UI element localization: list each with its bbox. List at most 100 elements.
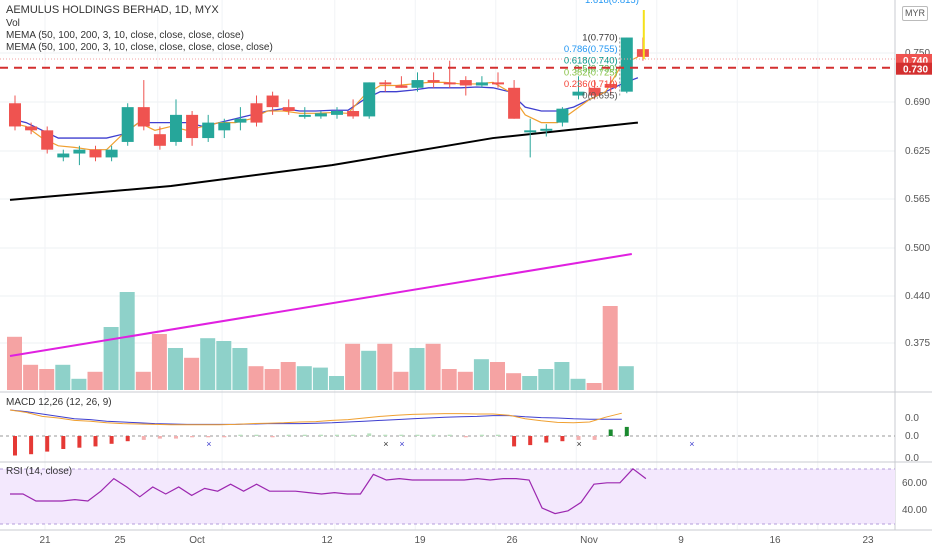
volume-bar [23,364,39,390]
rsi-tick-label: 60.00 [902,478,927,489]
macd-histogram-bar [270,436,275,438]
macd-histogram-bar [544,436,549,443]
candle-body [105,149,118,158]
volume-bar [184,357,200,390]
macd-histogram-bar [238,434,243,436]
macd-histogram-bar [447,434,452,436]
candle-body [588,87,601,96]
macd-histogram-bar [61,436,66,449]
volume-bar [39,369,55,390]
candle-body [41,130,54,150]
macd-histogram-bar [367,433,372,436]
currency-badge[interactable]: MYR [902,6,928,21]
candle-body [89,149,102,158]
macd-histogram-bar [560,436,565,442]
macd-cross-marker: × [399,439,404,449]
macd-legend: MACD 12,26 (12, 26, 9) [6,397,112,408]
price-axis: 0.750 0.690 0.625 0.565 0.500 0.440 0.375 0.740… [896,48,932,516]
volume-bars [7,253,634,390]
current-price-badge [896,62,932,75]
volume-bar [506,373,522,390]
macd-histogram-bar [399,434,404,436]
macd-histogram-bar [431,434,436,436]
volume-bar [586,383,602,390]
macd-histogram-bar [351,434,356,436]
fib-level-label: 0.382(0.725) [564,67,618,78]
macd-panel: × × × × × [0,409,895,456]
current-price-badge-label: 0.730 [903,65,928,76]
volume-bar [200,338,216,390]
volume-bar [119,292,135,390]
chart-title: AEMULUS HOLDINGS BERHAD, 1D, MYX [6,4,219,16]
fib-level-label: 0.618(0.740) [564,56,618,67]
macd-histogram-bar [512,436,517,447]
macd-histogram-bar [109,436,114,444]
fib-level-label: 0(0.695) [582,91,617,102]
macd-cross-marker: × [689,439,694,449]
volume-bar [393,371,409,390]
volume-bar [151,334,167,390]
fibonacci-levels: 1(0.770)0.786(0.755)0.618(0.740)0.5(0.73… [564,0,639,102]
time-tick-label: 23 [862,535,874,546]
volume-bar [232,348,248,390]
price-tick-label: 0.440 [905,291,930,302]
macd-histogram-bar [592,436,597,440]
time-tick-label: 12 [321,535,333,546]
candle-body [347,111,360,117]
mema-black-line [9,121,639,201]
candle-body [234,118,247,123]
time-tick-label: 21 [39,535,51,546]
macd-tick-label: 0.0 [905,453,919,464]
macd-histogram-bar [286,434,291,436]
fib-level-label: 0.5(0.730) [574,63,617,74]
volume-bar [264,369,280,390]
price-tick-label: 0.500 [905,243,930,254]
candle-body [620,37,633,92]
price-tick-label: 0.690 [905,97,930,108]
macd-cross-marker: × [206,439,211,449]
volume-bar [55,364,71,390]
macd-histogram-bar [93,436,98,447]
volume-bar [425,343,441,390]
candle-body [186,114,199,139]
macd-histogram-bar [608,429,613,436]
macd-tick-label: 0.0 [905,431,919,442]
volume-bar [538,369,554,390]
candle-body [121,107,134,142]
candle-body [443,82,456,85]
rsi-tick-label: 40.00 [902,505,927,516]
macd-cross-marker: × [577,439,582,449]
macd-histogram-bar [125,436,130,442]
fib-top-label: 1.618(0.815) [585,0,639,6]
candle-body [508,87,521,119]
macd-histogram-bar [29,436,34,455]
volume-bar [441,369,457,390]
last-price-badge-label: 0.740 [903,56,928,67]
mema-orange-line [9,56,639,151]
candle-body [604,83,617,88]
time-tick-label: 19 [414,535,426,546]
macd-histogram-bar [206,436,211,438]
macd-histogram-bar [496,434,500,436]
panel-separators [0,0,932,531]
volume-bar [377,343,393,390]
candle-body [25,126,38,131]
macd-histogram-bar [463,436,468,438]
volume-bar [280,362,296,390]
macd-histogram-bar [624,426,629,436]
macd-histogram-bar [141,436,146,440]
candle-body [218,122,231,131]
time-tick-label: 26 [506,535,518,546]
candle-body [137,107,150,127]
candle-body [298,114,311,117]
rsi-panel [0,467,895,525]
volume-bar [602,306,618,390]
time-tick-label: 16 [769,535,781,546]
macd-histogram-bar [383,434,388,436]
mema-legend-1: MEMA (50, 100, 200, 3, 10, close, close,… [6,30,244,41]
volume-bar [554,362,570,390]
macd-histogram-bar [45,436,50,452]
candlesticks[interactable] [9,10,649,166]
candle-body [411,80,424,88]
